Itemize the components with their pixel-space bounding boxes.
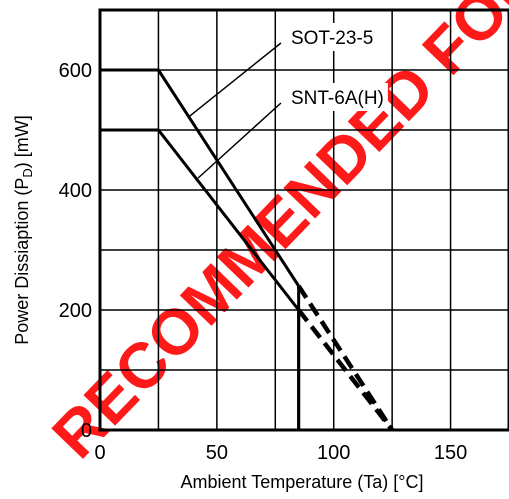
plot-frame — [98, 8, 509, 432]
x-tick-label: 0 — [94, 442, 105, 464]
series-dashed-snt-6a-h — [296, 308, 394, 432]
x-tick-label: 150 — [434, 442, 467, 464]
annotation-bg-sot-23-5 — [286, 23, 378, 51]
annotation-snt-6a-h: SNT-6A(H) — [291, 88, 384, 109]
y-axis-title: Power Dissiaption (PD) [mW] — [12, 115, 35, 344]
annotation-sot-23-5: SOT-23-5 — [291, 28, 373, 49]
series-line-snt-6a-h — [100, 128, 300, 311]
annotations: SOT-23-5 SNT-6A(H) — [188, 23, 388, 179]
tick-labels: 0 50 100 150 0 200 400 600 — [59, 60, 468, 464]
y-axis-title-end: ) [mW] — [12, 115, 32, 168]
x-axis-title: Ambient Temperature (Ta) [°C] — [181, 472, 424, 492]
series-line-sot-23-5 — [100, 68, 300, 287]
y-axis-title-sub: D — [20, 168, 35, 177]
annotation-bg-snt-6a-h — [286, 83, 388, 111]
series-dashed-sot-23-5 — [296, 284, 395, 432]
y-axis-title-main: Power Dissiaption (P — [12, 178, 32, 345]
y-tick-label: 0 — [81, 420, 92, 442]
x-tick-label: 50 — [206, 442, 228, 464]
y-tick-label: 200 — [59, 300, 92, 322]
leader-line-sot-23-5 — [188, 42, 282, 118]
plot-area — [98, 8, 509, 432]
y-tick-label: 600 — [59, 60, 92, 82]
y-tick-label: 400 — [59, 180, 92, 202]
leader-line-snt-6a-h — [197, 102, 282, 179]
x-tick-label: 100 — [317, 442, 350, 464]
